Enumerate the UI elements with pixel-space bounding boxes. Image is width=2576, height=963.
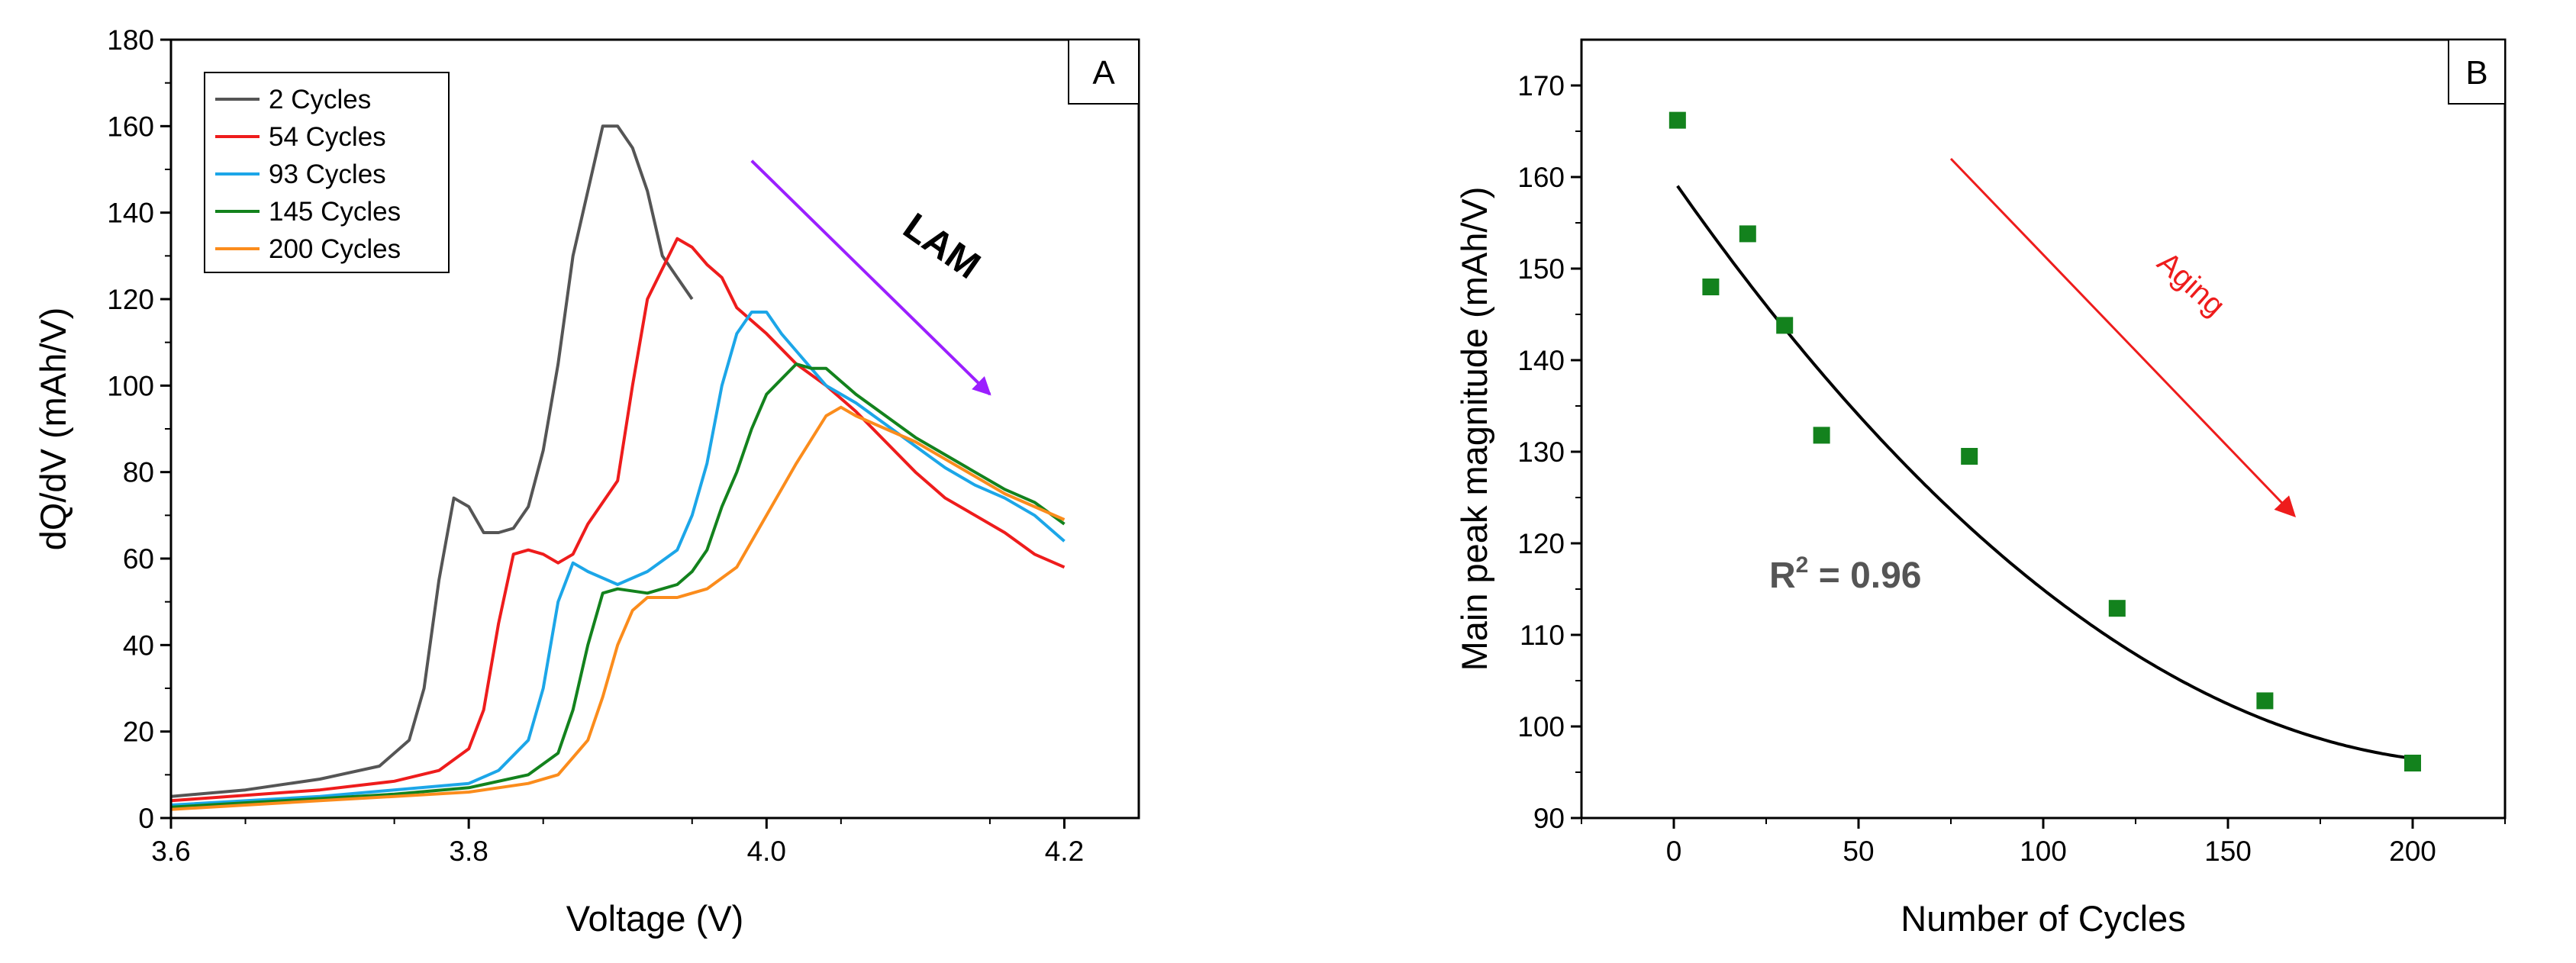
scatter-point — [2404, 755, 2421, 771]
scatter-point — [2256, 692, 2274, 710]
panel-a-frame — [169, 38, 1140, 820]
panel-b-x-tick-label: 50 — [1843, 836, 1874, 867]
panel-a-x-tick-label: 3.6 — [151, 836, 190, 867]
legend-label: 93 Cycles — [269, 159, 386, 189]
panel-b-letter-frame — [2448, 39, 2506, 105]
aging-label: Aging — [2151, 246, 2231, 323]
series-line-200-cycles — [171, 405, 1066, 811]
panel-a-letter: A — [1092, 54, 1115, 92]
panel-a-y-tick-label: 80 — [123, 457, 154, 488]
lam-arrow — [750, 159, 991, 396]
panel-b-ticks: 0 50 100 150 200 90 100 110 120 130 140 150 160 170 — [1517, 70, 2506, 867]
panel-b-y-title: Main peak magnitude (mAh/V) — [1454, 187, 1494, 672]
panel-b-x-tick-label: 0 — [1666, 836, 1682, 867]
panel-a-letter-frame — [1068, 39, 1140, 105]
panel-b-frame — [1580, 38, 2507, 820]
panel-a-legend: 2 Cycles 54 Cycles 93 Cycles 145 Cycles 200 … — [204, 72, 450, 273]
lam-label: LAM — [896, 205, 988, 287]
panel-a-y-tick-label: 100 — [107, 370, 154, 401]
panel-b-y-tick-label: 90 — [1533, 803, 1565, 834]
panel-a-y-title: dQ/dV (mAh/V) — [33, 308, 73, 551]
scatter-point — [1739, 225, 1756, 243]
panel-a-y-tick-label: 140 — [107, 198, 154, 229]
scatter-point — [1668, 111, 1686, 129]
r-squared-r: R — [1769, 556, 1796, 596]
panel-a-y-tick-label: 60 — [123, 543, 154, 575]
legend-label: 54 Cycles — [269, 122, 386, 152]
panel-b-x-tick-label: 200 — [2389, 836, 2436, 867]
panel-b-y-tick-label: 120 — [1517, 528, 1565, 559]
panel-b-chart: 0 50 100 150 200 90 100 110 120 130 140 150 160 170 A… — [1454, 38, 2507, 939]
scatter-point — [1813, 427, 1830, 444]
scatter-point — [1961, 448, 1978, 465]
panel-a-letter-box: A — [1068, 39, 1140, 105]
panel-a-x-tick-label: 4.0 — [747, 836, 786, 867]
panel-b-y-tick-label: 110 — [1520, 620, 1565, 651]
panel-b-y-tick-label: 140 — [1517, 345, 1565, 376]
r-squared-value: = 0.96 — [1808, 556, 1921, 596]
legend-label: 2 Cycles — [269, 85, 371, 114]
panel-a-y-tick-label: 160 — [107, 111, 154, 142]
panel-b-letter-box: B — [2448, 39, 2506, 105]
panel-a-x-title: Voltage (V) — [566, 898, 744, 939]
series-line-93-cycles — [171, 311, 1066, 807]
panel-a-y-tick-label: 20 — [123, 717, 154, 748]
legend-label: 145 Cycles — [269, 197, 401, 227]
panel-b-x-title: Number of Cycles — [1901, 898, 2186, 939]
panel-a-x-tick-label: 3.8 — [449, 836, 488, 867]
scatter-point — [1702, 279, 1720, 295]
series-line-54-cycles — [171, 237, 1066, 803]
panel-b-letter: B — [2465, 54, 2487, 92]
panel-a-chart: 3.6 3.8 4.0 4.2 0 20 40 60 80 100 120 140 160 180 2 C… — [33, 24, 1140, 939]
panel-b-x-tick-label: 100 — [2020, 836, 2067, 867]
panel-b-y-tick-label: 100 — [1517, 711, 1565, 742]
panel-a-ticks: 3.6 3.8 4.0 4.2 0 20 40 60 80 100 120 140 160 180 — [107, 24, 1084, 867]
panel-b-y-tick-label: 130 — [1517, 436, 1565, 468]
panel-a-x-tick-label: 4.2 — [1045, 836, 1084, 867]
panel-b-x-tick-label: 150 — [2204, 836, 2252, 867]
panel-a-y-tick-label: 40 — [123, 630, 154, 661]
legend-label: 200 Cycles — [269, 234, 401, 264]
panel-a-y-tick-label: 0 — [138, 803, 154, 834]
fit-curve — [1676, 185, 2413, 760]
aging-arrow — [1949, 157, 2296, 517]
r-squared-label: R2 = 0.96 — [1769, 552, 1921, 596]
panel-b-points — [1668, 111, 2421, 771]
panel-a-series — [171, 124, 1066, 811]
panel-b-y-tick-label: 150 — [1517, 253, 1565, 285]
panel-a-y-tick-label: 120 — [107, 284, 154, 315]
series-line-2-cycles — [171, 124, 694, 798]
panel-b-y-tick-label: 170 — [1517, 70, 1565, 101]
scatter-point — [2108, 600, 2126, 617]
panel-a-y-tick-label: 180 — [107, 24, 154, 56]
series-line-145-cycles — [171, 362, 1066, 809]
r-squared-exponent: 2 — [1796, 552, 1809, 578]
panel-b-y-tick-label: 160 — [1517, 162, 1565, 193]
scatter-point — [1776, 317, 1794, 334]
